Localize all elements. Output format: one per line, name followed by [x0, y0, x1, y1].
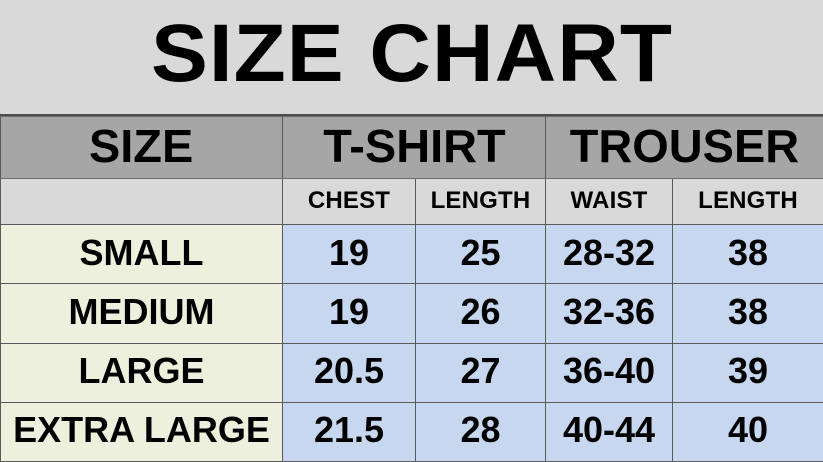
cell-trouser-length: 39 [672, 342, 823, 403]
cell-trouser-waist-value: 36-40 [562, 350, 656, 392]
cell-size-label: LARGE [78, 350, 205, 392]
group-header-trouser-label: TROUSER [569, 119, 800, 172]
cell-tshirt-length: 26 [414, 283, 547, 344]
cell-size-label: SMALL [79, 231, 204, 273]
size-chart-table: SIZE T-SHIRT TROUSER CHEST LENGTH [0, 115, 823, 462]
cell-size: MEDIUM [0, 283, 283, 344]
cell-tshirt-length: 27 [414, 342, 547, 403]
cell-tshirt-length-value: 25 [460, 231, 501, 273]
cell-trouser-waist: 28-32 [545, 224, 674, 285]
cell-tshirt-chest-value: 19 [328, 231, 370, 273]
sub-header-waist-label: WAIST [570, 186, 648, 214]
cell-size: LARGE [0, 342, 283, 403]
cell-trouser-waist-value: 32-36 [562, 291, 656, 333]
table-sub-header-row: CHEST LENGTH WAIST LENGTH [0, 178, 823, 226]
sub-header-blank [0, 178, 283, 226]
sub-header-tshirt-length: LENGTH [414, 178, 547, 226]
table-row: MEDIUM 19 26 32-36 38 [0, 283, 823, 344]
table-group-header-row: SIZE T-SHIRT TROUSER [0, 115, 823, 180]
cell-tshirt-length-value: 28 [460, 409, 501, 451]
table-row: SMALL 19 25 28-32 38 [0, 224, 823, 285]
cell-tshirt-chest: 20.5 [282, 342, 416, 403]
cell-trouser-waist: 36-40 [545, 342, 674, 403]
cell-size-label: EXTRA LARGE [13, 409, 270, 451]
table-row: LARGE 20.5 27 36-40 39 [0, 342, 823, 403]
cell-tshirt-length-value: 27 [460, 350, 501, 392]
cell-trouser-length: 40 [672, 401, 823, 462]
chart-title-bar: SIZE CHART [0, 0, 823, 116]
group-header-trouser: TROUSER [545, 115, 823, 180]
cell-trouser-length: 38 [672, 224, 823, 285]
sub-header-trouser-length-label: LENGTH [698, 186, 798, 214]
sub-header-chest: CHEST [282, 178, 416, 226]
cell-size: SMALL [0, 224, 283, 285]
group-header-size-label: SIZE [89, 119, 194, 172]
group-header-size: SIZE [0, 115, 283, 180]
cell-tshirt-chest: 21.5 [282, 401, 416, 462]
cell-size-label: MEDIUM [68, 291, 215, 333]
sub-header-trouser-length: LENGTH [672, 178, 823, 226]
cell-trouser-waist-value: 28-32 [562, 231, 656, 273]
group-header-tshirt-label: T-SHIRT [322, 119, 506, 172]
cell-tshirt-chest-value: 19 [328, 291, 370, 333]
cell-tshirt-chest-value: 21.5 [313, 409, 385, 451]
cell-tshirt-chest-value: 20.5 [313, 350, 385, 392]
group-header-tshirt: T-SHIRT [281, 115, 547, 180]
cell-trouser-length: 38 [672, 283, 823, 344]
sub-header-tshirt-length-label: LENGTH [430, 186, 531, 214]
cell-trouser-waist: 40-44 [545, 401, 674, 462]
cell-trouser-waist-value: 40-44 [562, 409, 656, 451]
cell-tshirt-chest: 19 [282, 283, 416, 344]
table-row: EXTRA LARGE 21.5 28 40-44 40 [0, 401, 823, 462]
cell-tshirt-chest: 19 [282, 224, 416, 285]
page-title: SIZE CHART [150, 8, 673, 99]
cell-tshirt-length: 28 [414, 401, 547, 462]
cell-tshirt-length-value: 26 [460, 291, 501, 333]
cell-tshirt-length: 25 [414, 224, 547, 285]
cell-trouser-length-value: 40 [727, 409, 769, 451]
sub-header-chest-label: CHEST [307, 186, 391, 214]
cell-trouser-length-value: 38 [727, 291, 769, 333]
cell-trouser-length-value: 39 [727, 350, 769, 392]
cell-trouser-waist: 32-36 [545, 283, 674, 344]
cell-trouser-length-value: 38 [727, 231, 769, 273]
sub-header-waist: WAIST [545, 178, 674, 226]
cell-size: EXTRA LARGE [0, 401, 283, 462]
